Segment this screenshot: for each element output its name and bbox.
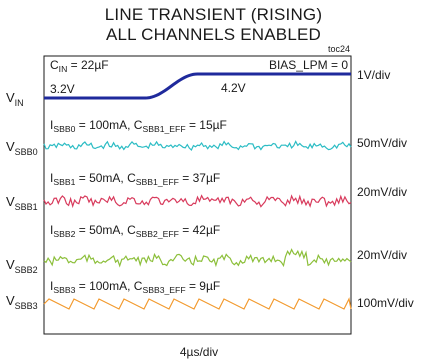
bias-annotation: BIAS_LPM = 0 <box>269 58 348 72</box>
trace-sbb1 <box>43 194 352 209</box>
scale-label-in: 1V/div <box>357 68 390 82</box>
cin-annotation: CIN = 22µF <box>50 58 109 74</box>
figure-tag: toc24 <box>328 44 351 54</box>
channel-label-sbb0: VSBB0 <box>6 139 38 157</box>
condition-text-sbb3: ISBB3 = 100mA, CSBB3_EFF = 9µF <box>50 279 220 295</box>
trace-sbb2 <box>43 248 352 268</box>
channel-label-in: VIN <box>6 90 24 108</box>
channel-label-sbb3: VSBB3 <box>6 293 38 311</box>
condition-text-sbb2: ISBB2 = 50mA, CSBB2_EFF = 42µF <box>50 223 220 239</box>
scale-label-sbb2: 20mV/div <box>357 248 407 262</box>
trace-sbb0 <box>43 140 352 152</box>
condition-text-sbb1: ISBB1 = 50mA, CSBB1_EFF = 37µF <box>50 171 220 187</box>
vin-end-value: 4.2V <box>221 81 246 95</box>
scale-label-sbb0: 50mV/div <box>357 136 407 150</box>
scale-label-sbb1: 20mV/div <box>357 185 407 199</box>
trace-vin <box>44 72 351 100</box>
channel-label-sbb2: VSBB2 <box>6 257 38 275</box>
trace-layer <box>43 72 352 310</box>
scale-label-sbb3: 100mV/div <box>357 296 414 310</box>
channel-label-sbb1: VSBB1 <box>6 194 38 212</box>
plot-frame <box>43 55 352 335</box>
label-layer: VIN 1V/div VSBB0 50mV/div ISBB0 = 100mA, CSB… <box>6 58 414 311</box>
vin-start-value: 3.2V <box>50 82 75 96</box>
chart-title-line-2: ALL CHANNELS ENABLED <box>105 25 321 44</box>
chart-title-line-1: LINE TRANSIENT (RISING) <box>104 5 323 24</box>
x-axis-label: 4µs/div <box>180 345 218 359</box>
trace-sbb3 <box>43 297 352 310</box>
condition-text-sbb0: ISBB0 = 100mA, CSBB1_EFF = 15µF <box>50 118 227 134</box>
